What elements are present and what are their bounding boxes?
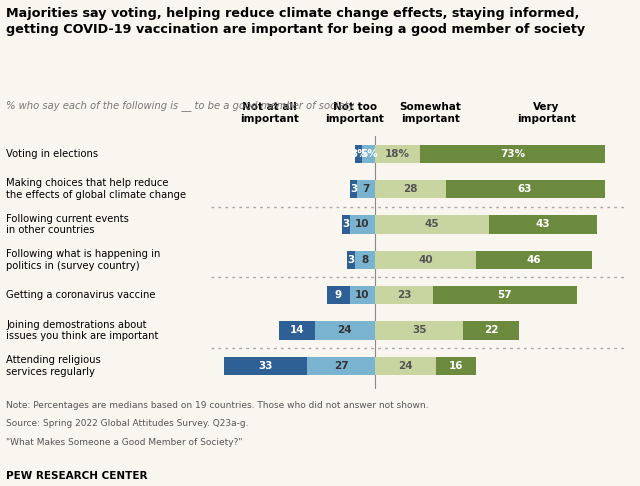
Text: Not too
important: Not too important bbox=[326, 103, 385, 124]
Bar bbox=[362, 144, 375, 163]
Text: Following current events
in other countries: Following current events in other countr… bbox=[6, 214, 129, 235]
Bar bbox=[279, 321, 315, 340]
Text: 22: 22 bbox=[484, 326, 499, 335]
Text: 24: 24 bbox=[337, 326, 352, 335]
Text: 16: 16 bbox=[449, 361, 463, 371]
Text: Source: Spring 2022 Global Attitudes Survey. Q23a-g.: Source: Spring 2022 Global Attitudes Sur… bbox=[6, 419, 249, 429]
Bar bbox=[315, 321, 375, 340]
Text: 46: 46 bbox=[527, 255, 541, 265]
Bar bbox=[224, 357, 307, 375]
Text: 14: 14 bbox=[290, 326, 304, 335]
Text: 28: 28 bbox=[403, 184, 418, 194]
Text: Getting a coronavirus vaccine: Getting a coronavirus vaccine bbox=[6, 290, 156, 300]
Bar bbox=[350, 286, 375, 304]
Text: PEW RESEARCH CENTER: PEW RESEARCH CENTER bbox=[6, 471, 148, 481]
Text: 63: 63 bbox=[518, 184, 532, 194]
Bar bbox=[488, 215, 597, 234]
Text: 23: 23 bbox=[397, 290, 412, 300]
Text: Making choices that help reduce
the effects of global climate change: Making choices that help reduce the effe… bbox=[6, 178, 186, 200]
Bar bbox=[357, 180, 375, 198]
Text: 27: 27 bbox=[333, 361, 348, 371]
Text: 43: 43 bbox=[536, 220, 550, 229]
Text: Joining demostrations about
issues you think are important: Joining demostrations about issues you t… bbox=[6, 320, 159, 341]
Bar bbox=[307, 357, 375, 375]
Text: 40: 40 bbox=[418, 255, 433, 265]
Text: 7: 7 bbox=[363, 184, 370, 194]
Text: 3%: 3% bbox=[350, 149, 367, 159]
Bar bbox=[375, 215, 488, 234]
Text: % who say each of the following is __ to be a good member of society: % who say each of the following is __ to… bbox=[6, 100, 355, 110]
Text: Following what is happening in
politics in (survey country): Following what is happening in politics … bbox=[6, 249, 161, 271]
Bar bbox=[375, 251, 476, 269]
Text: 24: 24 bbox=[398, 361, 413, 371]
Text: 35: 35 bbox=[412, 326, 426, 335]
Bar bbox=[445, 180, 605, 198]
Bar bbox=[436, 357, 476, 375]
Text: 18%: 18% bbox=[385, 149, 410, 159]
Text: Not at all
important: Not at all important bbox=[240, 103, 299, 124]
Bar bbox=[327, 286, 350, 304]
Text: 3: 3 bbox=[350, 184, 357, 194]
Bar bbox=[420, 144, 605, 163]
Text: Voting in elections: Voting in elections bbox=[6, 149, 99, 159]
Text: 57: 57 bbox=[498, 290, 512, 300]
Text: Attending religious
services regularly: Attending religious services regularly bbox=[6, 355, 101, 377]
Text: 3: 3 bbox=[342, 220, 349, 229]
Text: Somewhat
important: Somewhat important bbox=[399, 103, 461, 124]
Bar bbox=[375, 144, 420, 163]
Bar bbox=[342, 215, 350, 234]
Text: "What Makes Someone a Good Member of Society?": "What Makes Someone a Good Member of Soc… bbox=[6, 438, 243, 447]
Bar bbox=[350, 180, 357, 198]
Text: 8: 8 bbox=[362, 255, 369, 265]
Bar bbox=[348, 251, 355, 269]
Bar bbox=[355, 251, 375, 269]
Text: 9: 9 bbox=[335, 290, 342, 300]
Text: 73%: 73% bbox=[500, 149, 525, 159]
Bar bbox=[433, 286, 577, 304]
Text: 10: 10 bbox=[355, 220, 370, 229]
Text: 45: 45 bbox=[424, 220, 439, 229]
Text: Majorities say voting, helping reduce climate change effects, staying informed,
: Majorities say voting, helping reduce cl… bbox=[6, 7, 586, 36]
Bar bbox=[375, 357, 436, 375]
Bar bbox=[476, 251, 592, 269]
Bar bbox=[355, 144, 362, 163]
Text: 3: 3 bbox=[348, 255, 355, 265]
Text: 10: 10 bbox=[355, 290, 370, 300]
Text: 33: 33 bbox=[258, 361, 273, 371]
Text: Note: Percentages are medians based on 19 countries. Those who did not answer no: Note: Percentages are medians based on 1… bbox=[6, 401, 429, 410]
Bar bbox=[375, 321, 463, 340]
Bar bbox=[375, 286, 433, 304]
Text: Very
important: Very important bbox=[517, 103, 576, 124]
Bar bbox=[375, 180, 445, 198]
Text: 5%: 5% bbox=[360, 149, 378, 159]
Bar bbox=[350, 215, 375, 234]
Bar bbox=[463, 321, 519, 340]
